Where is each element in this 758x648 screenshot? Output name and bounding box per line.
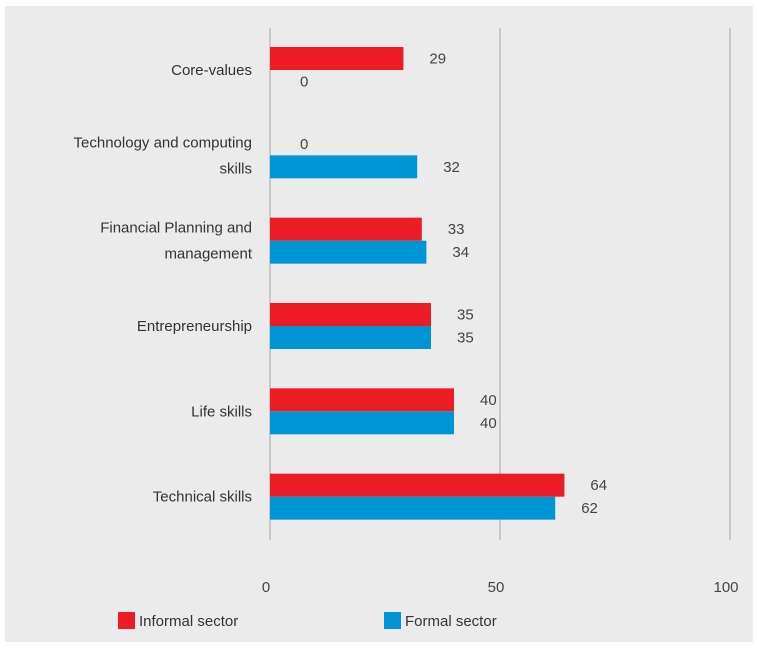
- category-label: skills: [220, 160, 253, 177]
- x-tick-label: 100: [713, 579, 738, 596]
- data-label: 35: [457, 307, 474, 324]
- category-label: Technical skills: [153, 489, 252, 506]
- category-label: management: [164, 246, 252, 263]
- category-label: Life skills: [191, 403, 252, 420]
- bar-formal-sector: [270, 411, 454, 435]
- bar-informal-sector: [270, 303, 431, 326]
- x-tick-label: 50: [488, 579, 505, 596]
- data-label: 29: [429, 51, 446, 68]
- category-label: Financial Planning and: [100, 220, 252, 237]
- bar-formal-sector: [270, 155, 418, 179]
- category-label: Core-values: [171, 62, 252, 79]
- data-label: 40: [480, 415, 497, 432]
- bar-informal-sector: [270, 217, 422, 241]
- legend-informal-sector-swatch: [118, 612, 135, 629]
- legend-formal-sector-label: Formal sector: [405, 613, 497, 630]
- data-label: 64: [590, 477, 607, 494]
- bar-informal-sector: [270, 473, 565, 497]
- data-label: 62: [581, 500, 598, 517]
- data-label: 0: [300, 136, 308, 153]
- data-label: 32: [443, 159, 460, 176]
- legend-informal-sector-label: Informal sector: [139, 613, 238, 630]
- bar-informal-sector: [270, 388, 454, 412]
- bar-informal-sector: [270, 47, 404, 70]
- bar-formal-sector: [270, 496, 556, 520]
- data-label: 34: [452, 244, 469, 261]
- bar-formal-sector: [270, 326, 431, 349]
- category-label: Entrepreneurship: [137, 318, 252, 335]
- x-tick-label: 0: [262, 579, 270, 596]
- data-label: 33: [448, 221, 465, 238]
- category-label: Technology and computing: [74, 134, 252, 151]
- bar-formal-sector: [270, 240, 427, 264]
- data-label: 40: [480, 392, 497, 409]
- data-label: 0: [300, 74, 308, 91]
- legend-formal-sector-swatch: [384, 612, 401, 629]
- data-label: 35: [457, 330, 474, 347]
